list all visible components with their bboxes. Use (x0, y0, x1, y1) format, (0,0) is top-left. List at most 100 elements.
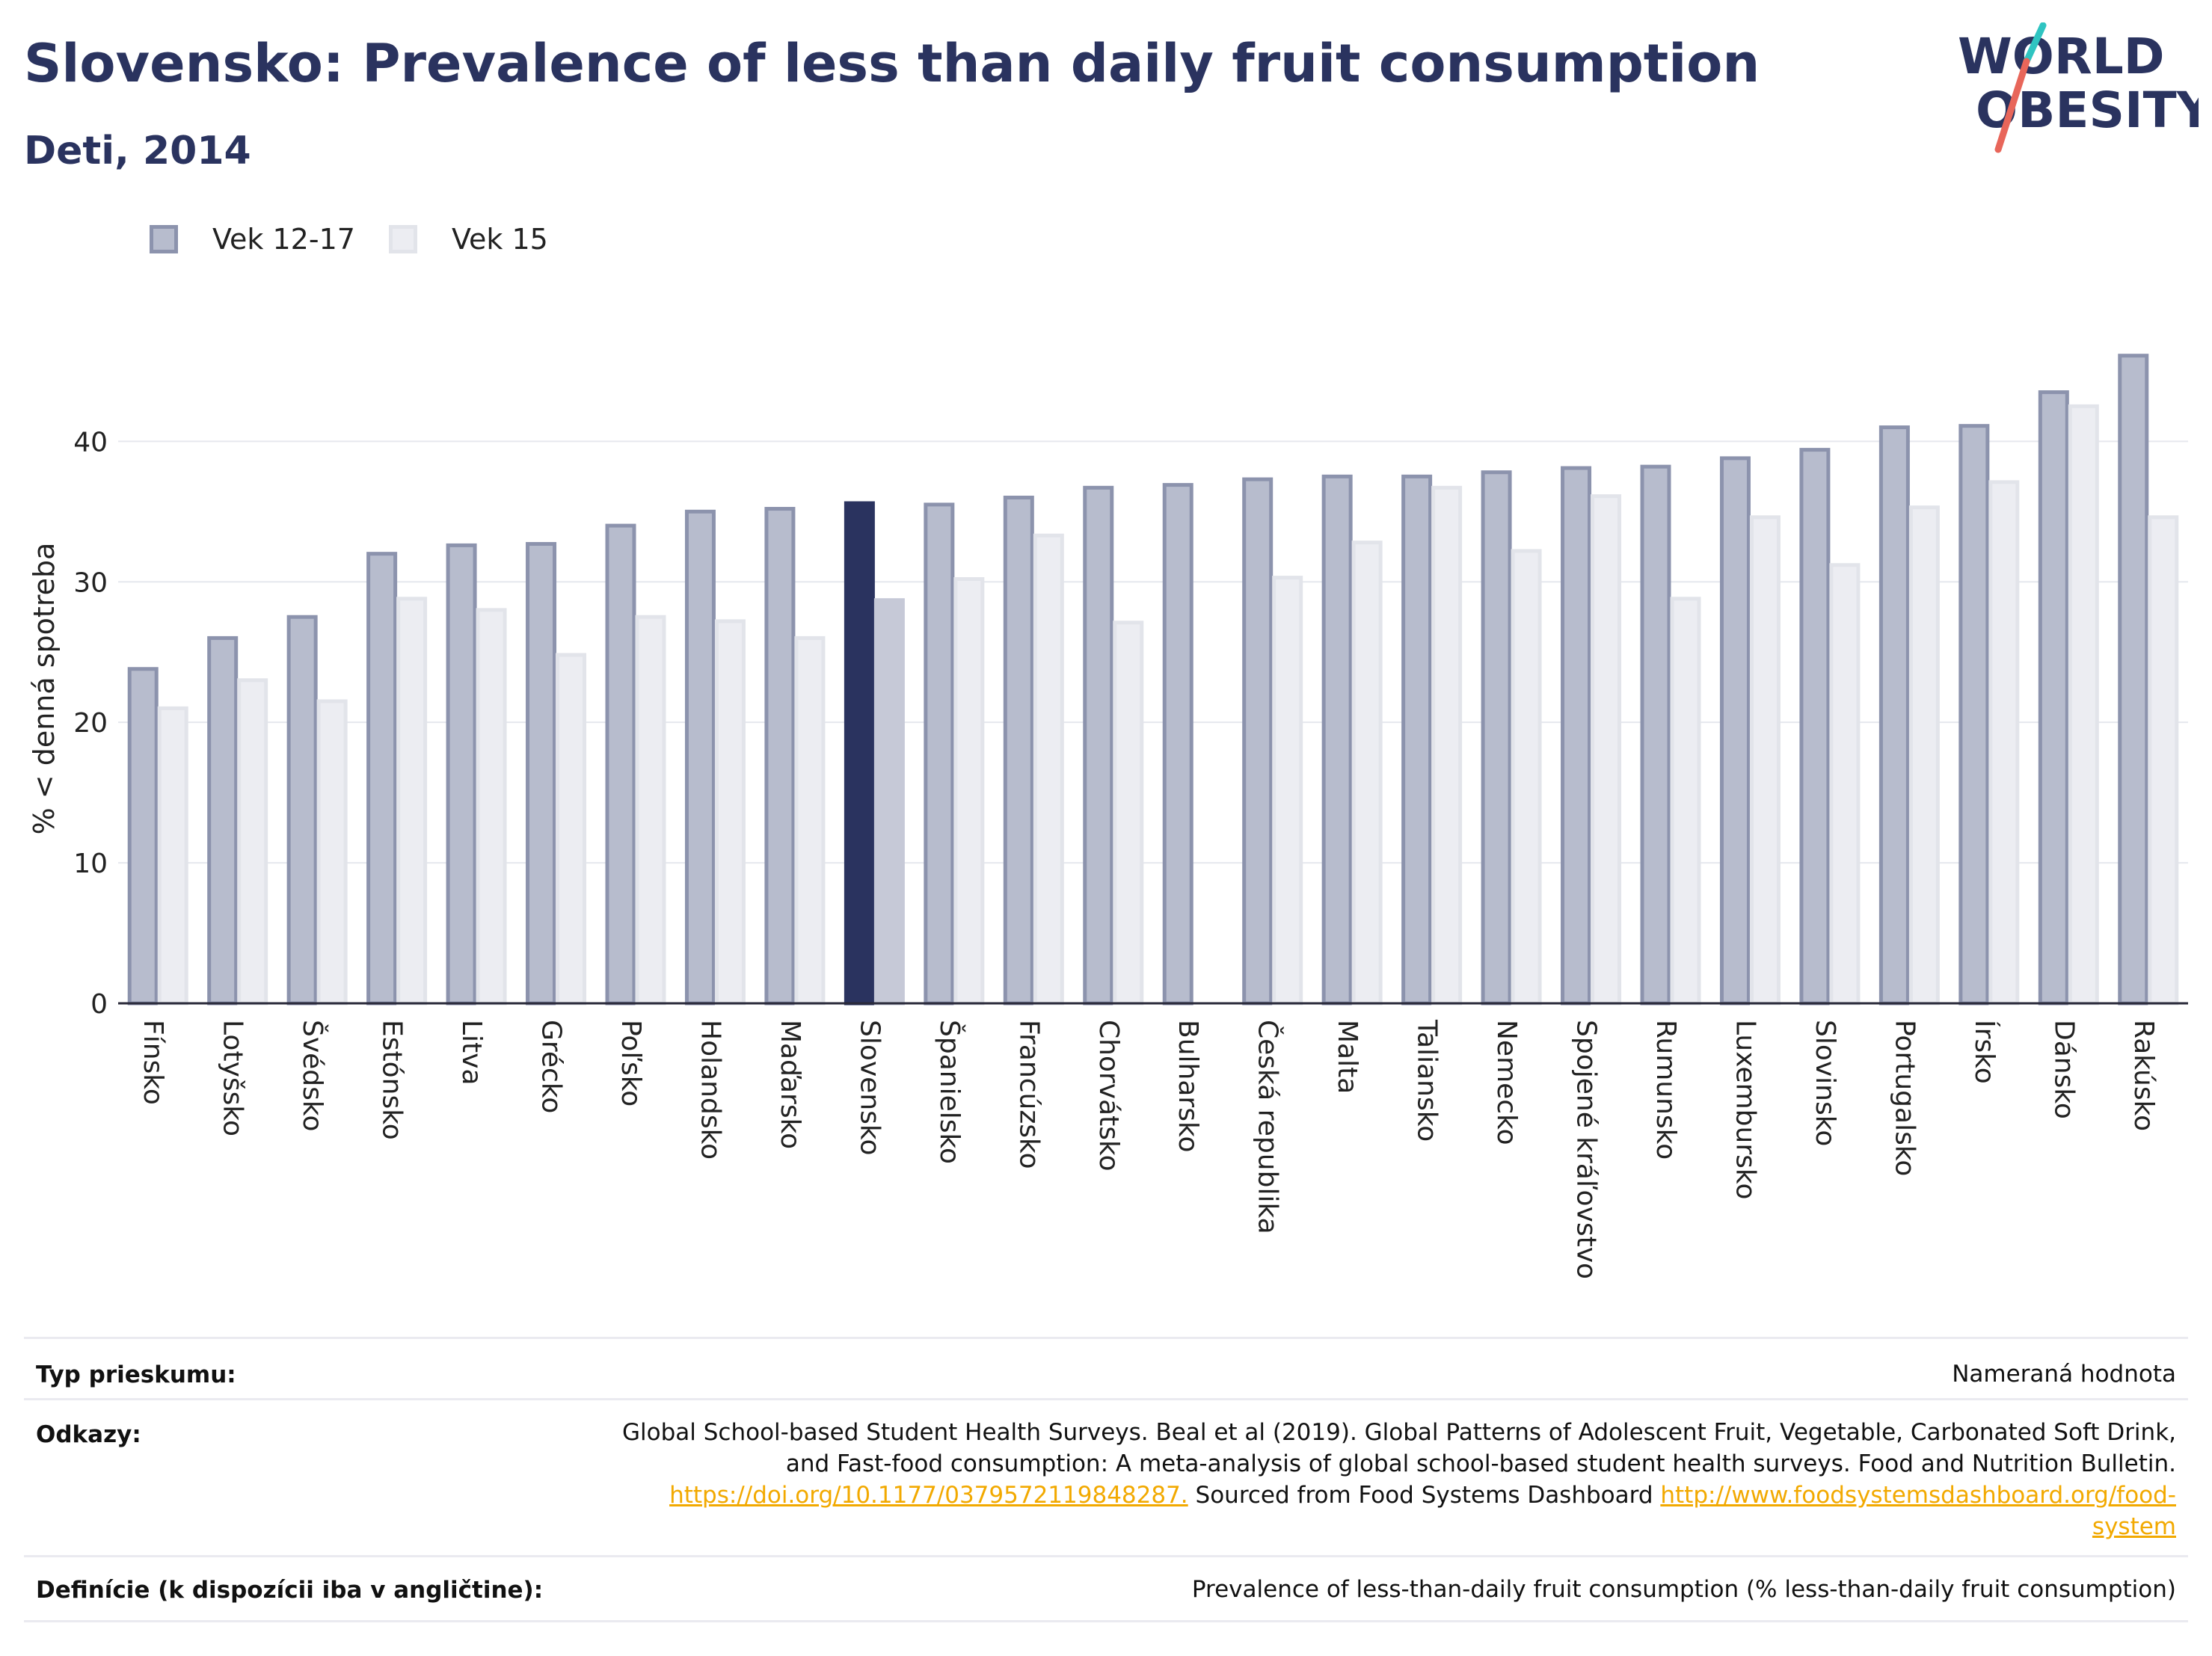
x-tick-label: Fínsko (138, 1020, 168, 1105)
bar-vek-12-17[interactable] (1321, 474, 1353, 1006)
bar-chart: 0 10 20 30 40 Fínsko Lotyšsko Švédsko Estónsko Li… (28, 354, 2188, 1279)
x-tick-label: Taliansko (1412, 1019, 1443, 1142)
bar-vek-12-17[interactable] (207, 635, 239, 1006)
references-sourced: Sourced from Food Systems Dashboard (1188, 1482, 1661, 1509)
bar-vek-12-17[interactable] (366, 552, 398, 1006)
bar-vek-12-17[interactable] (1799, 448, 1831, 1006)
x-tick-label: Česká republika (1253, 1020, 1284, 1234)
references-label: Odkazy: (36, 1421, 141, 1448)
bar-vek-12-17[interactable] (1878, 425, 1910, 1006)
y-tick-label: 10 (73, 849, 108, 879)
bar-vek-12-17[interactable] (684, 509, 716, 1006)
x-tick-label: Chorvátsko (1093, 1020, 1124, 1172)
x-tick-label: Grécko (536, 1020, 567, 1113)
bar-vek-15[interactable] (1829, 563, 1861, 1006)
x-tick-label: Bulharsko (1173, 1020, 1203, 1153)
world-obesity-logo: WORLD OBESITY (1958, 22, 2199, 153)
legend-item-series2[interactable]: Vek 15 (389, 223, 548, 256)
bar-vek-12-17[interactable] (1242, 477, 1274, 1006)
bar-vek-12-17[interactable] (526, 542, 557, 1006)
bar-vek-15[interactable] (635, 615, 666, 1006)
y-tick-label: 0 (90, 989, 108, 1020)
x-tick-label: Spojené kráľovstvo (1571, 1020, 1602, 1279)
bar-vek-12-17[interactable] (1162, 483, 1193, 1006)
bar-vek-12-17[interactable] (924, 502, 955, 1006)
bar-vek-15[interactable] (1591, 494, 1622, 1006)
legend-swatch-series1 (150, 225, 178, 253)
logo-slash-coral (1994, 58, 2030, 153)
bar-vek-15[interactable] (1670, 597, 1701, 1006)
bar-vek-15[interactable] (1511, 549, 1542, 1006)
references-text: Global School-based Student Health Surve… (456, 1417, 2176, 1542)
x-tick-label: Švédsko (297, 1020, 328, 1132)
bar-vek-15[interactable] (237, 678, 268, 1006)
legend-swatch-series2 (389, 225, 417, 253)
legend-label-series1: Vek 12-17 (212, 223, 355, 256)
bar-vek-15[interactable] (873, 598, 905, 1006)
bar-vek-12-17[interactable] (1401, 474, 1433, 1006)
bar-vek-15[interactable] (316, 699, 348, 1006)
bar-vek-15[interactable] (1351, 541, 1383, 1006)
x-tick-label: Španielsko (934, 1020, 965, 1164)
x-tick-label: Slovensko (854, 1020, 885, 1156)
bar-vek-15[interactable] (1113, 621, 1144, 1006)
bar-vek-12-17[interactable] (1719, 456, 1751, 1006)
references-line-1: Global School-based Student Health Surve… (622, 1419, 2176, 1446)
references-line-4: system (456, 1511, 2176, 1542)
x-tick-label: Poľsko (615, 1020, 646, 1106)
bar-vek-12-17[interactable] (1640, 464, 1671, 1006)
bar-vek-12-17[interactable] (1561, 466, 1592, 1006)
x-tick-label: Slovinsko (1810, 1020, 1840, 1146)
bar-vek-15[interactable] (2148, 515, 2179, 1006)
bar-vek-15[interactable] (556, 653, 587, 1006)
y-tick-label: 20 (73, 708, 108, 739)
definitions-value: Prevalence of less-than-daily fruit cons… (1191, 1576, 2176, 1603)
bar-vek-15[interactable] (1988, 480, 2020, 1006)
footer-row-survey: Typ prieskumu: Nameraná hodnota (24, 1337, 2188, 1400)
x-tick-label: Estónsko (377, 1020, 408, 1140)
x-tick-label: Portugalsko (1889, 1020, 1920, 1176)
bar-vek-12-17[interactable] (764, 507, 796, 1006)
x-tick-label: Maďarsko (775, 1020, 805, 1149)
bar-vek-15[interactable] (1033, 533, 1064, 1006)
x-tick-label: Malta (1332, 1020, 1362, 1094)
bar-vek-12-17[interactable] (1958, 424, 1990, 1006)
x-tick-label: Írsko (1969, 1020, 2000, 1084)
bar-vek-12-17[interactable] (605, 523, 636, 1006)
bar-vek-15[interactable] (1272, 576, 1303, 1006)
bar-vek-15[interactable] (714, 619, 746, 1006)
x-tick-label: Rakúsko (2128, 1020, 2159, 1131)
bar-vek-15[interactable] (1431, 485, 1463, 1006)
bar-vek-12-17[interactable] (1083, 485, 1114, 1006)
bar-vek-12-17[interactable] (286, 615, 318, 1006)
chart-subtitle: Deti, 2014 (24, 129, 251, 173)
bar-vek-12-17[interactable] (844, 501, 875, 1006)
x-tick-label: Luxembursko (1730, 1020, 1760, 1199)
bar-vek-12-17[interactable] (1003, 496, 1034, 1006)
dashboard-link-cont[interactable]: system (2092, 1513, 2176, 1540)
x-tick-label: Dánsko (2048, 1020, 2079, 1119)
bar-vek-12-17[interactable] (2038, 390, 2069, 1006)
bar-vek-12-17[interactable] (2118, 354, 2149, 1006)
bar-vek-15[interactable] (476, 608, 507, 1006)
bar-vek-15[interactable] (2068, 404, 2099, 1006)
bar-vek-12-17[interactable] (127, 667, 159, 1006)
bar-vek-15[interactable] (1908, 505, 1940, 1006)
bar-vek-15[interactable] (794, 635, 826, 1006)
legend-label-series2: Vek 15 (452, 223, 548, 256)
survey-type-value: Nameraná hodnota (1952, 1361, 2176, 1388)
bar-vek-15[interactable] (1749, 515, 1781, 1006)
bar-vek-12-17[interactable] (446, 543, 477, 1006)
x-tick-label: Francúzsko (1013, 1020, 1044, 1169)
survey-type-label: Typ prieskumu: (36, 1361, 236, 1388)
bar-vek-15[interactable] (157, 706, 188, 1006)
legend-item-series1[interactable]: Vek 12-17 (150, 223, 355, 256)
bar-vek-15[interactable] (953, 576, 985, 1006)
y-tick-label: 40 (73, 427, 108, 458)
dashboard-link[interactable]: http://www.foodsystemsdashboard.org/food… (1660, 1482, 2176, 1509)
bar-vek-12-17[interactable] (1481, 470, 1512, 1006)
bar-vek-15[interactable] (396, 597, 428, 1006)
bars (127, 354, 2179, 1006)
references-line-3: https://doi.org/10.1177/0379572119848287… (456, 1480, 2176, 1511)
doi-link[interactable]: https://doi.org/10.1177/0379572119848287… (669, 1482, 1188, 1509)
